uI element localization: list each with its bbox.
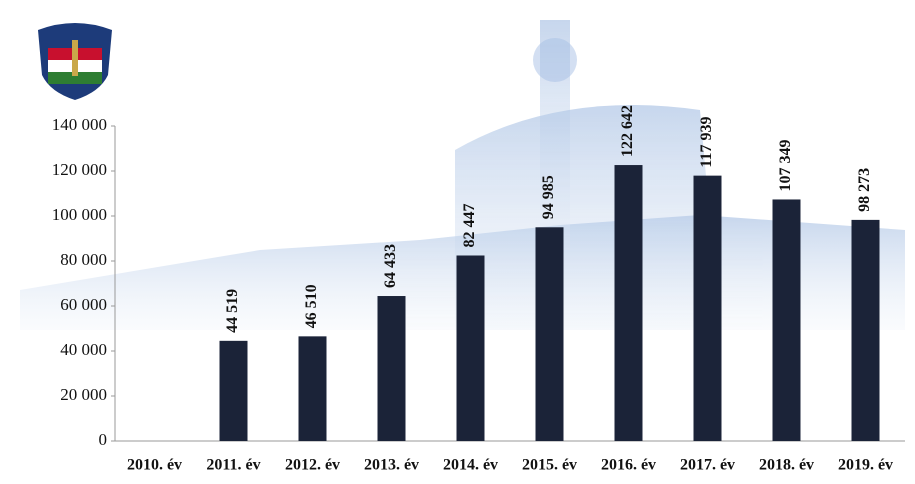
- bar: [456, 255, 485, 441]
- value-label: 117 939: [698, 117, 715, 168]
- y-tick-label: 100 000: [52, 205, 107, 224]
- bar: [219, 340, 248, 441]
- logo: [38, 23, 112, 100]
- value-label: 64 433: [382, 244, 399, 288]
- x-tick-label: 2014. év: [443, 457, 498, 474]
- bar: [298, 336, 327, 441]
- value-label: 46 510: [303, 284, 320, 328]
- value-label: 98 273: [856, 168, 873, 212]
- value-label: 122 642: [619, 105, 636, 157]
- value-label: 94 985: [540, 175, 557, 219]
- y-tick-label: 0: [99, 430, 108, 449]
- x-tick-label: 2011. év: [206, 457, 260, 474]
- y-tick-label: 20 000: [60, 385, 107, 404]
- y-tick-label: 120 000: [52, 160, 107, 179]
- x-tick-label: 2016. év: [601, 457, 656, 474]
- y-tick-label: 40 000: [60, 340, 107, 359]
- x-tick-label: 2018. év: [759, 457, 814, 474]
- bar: [614, 165, 643, 442]
- value-label: 107 349: [777, 139, 794, 191]
- bar: [377, 296, 406, 441]
- x-tick-label: 2019. év: [838, 457, 893, 474]
- x-tick-label: 2013. év: [364, 457, 419, 474]
- x-tick-label: 2010. év: [127, 457, 182, 474]
- x-tick-label: 2017. év: [680, 457, 735, 474]
- value-label: 82 447: [461, 203, 478, 247]
- value-label: 44 519: [224, 289, 241, 333]
- y-tick-label: 140 000: [52, 115, 107, 134]
- x-tick-label: 2015. év: [522, 457, 577, 474]
- y-tick-label: 60 000: [60, 295, 107, 314]
- bar: [772, 199, 801, 441]
- bar: [693, 175, 722, 441]
- bar: [851, 219, 880, 441]
- y-tick-label: 80 000: [60, 250, 107, 269]
- x-tick-label: 2012. év: [285, 457, 340, 474]
- bar: [535, 227, 564, 441]
